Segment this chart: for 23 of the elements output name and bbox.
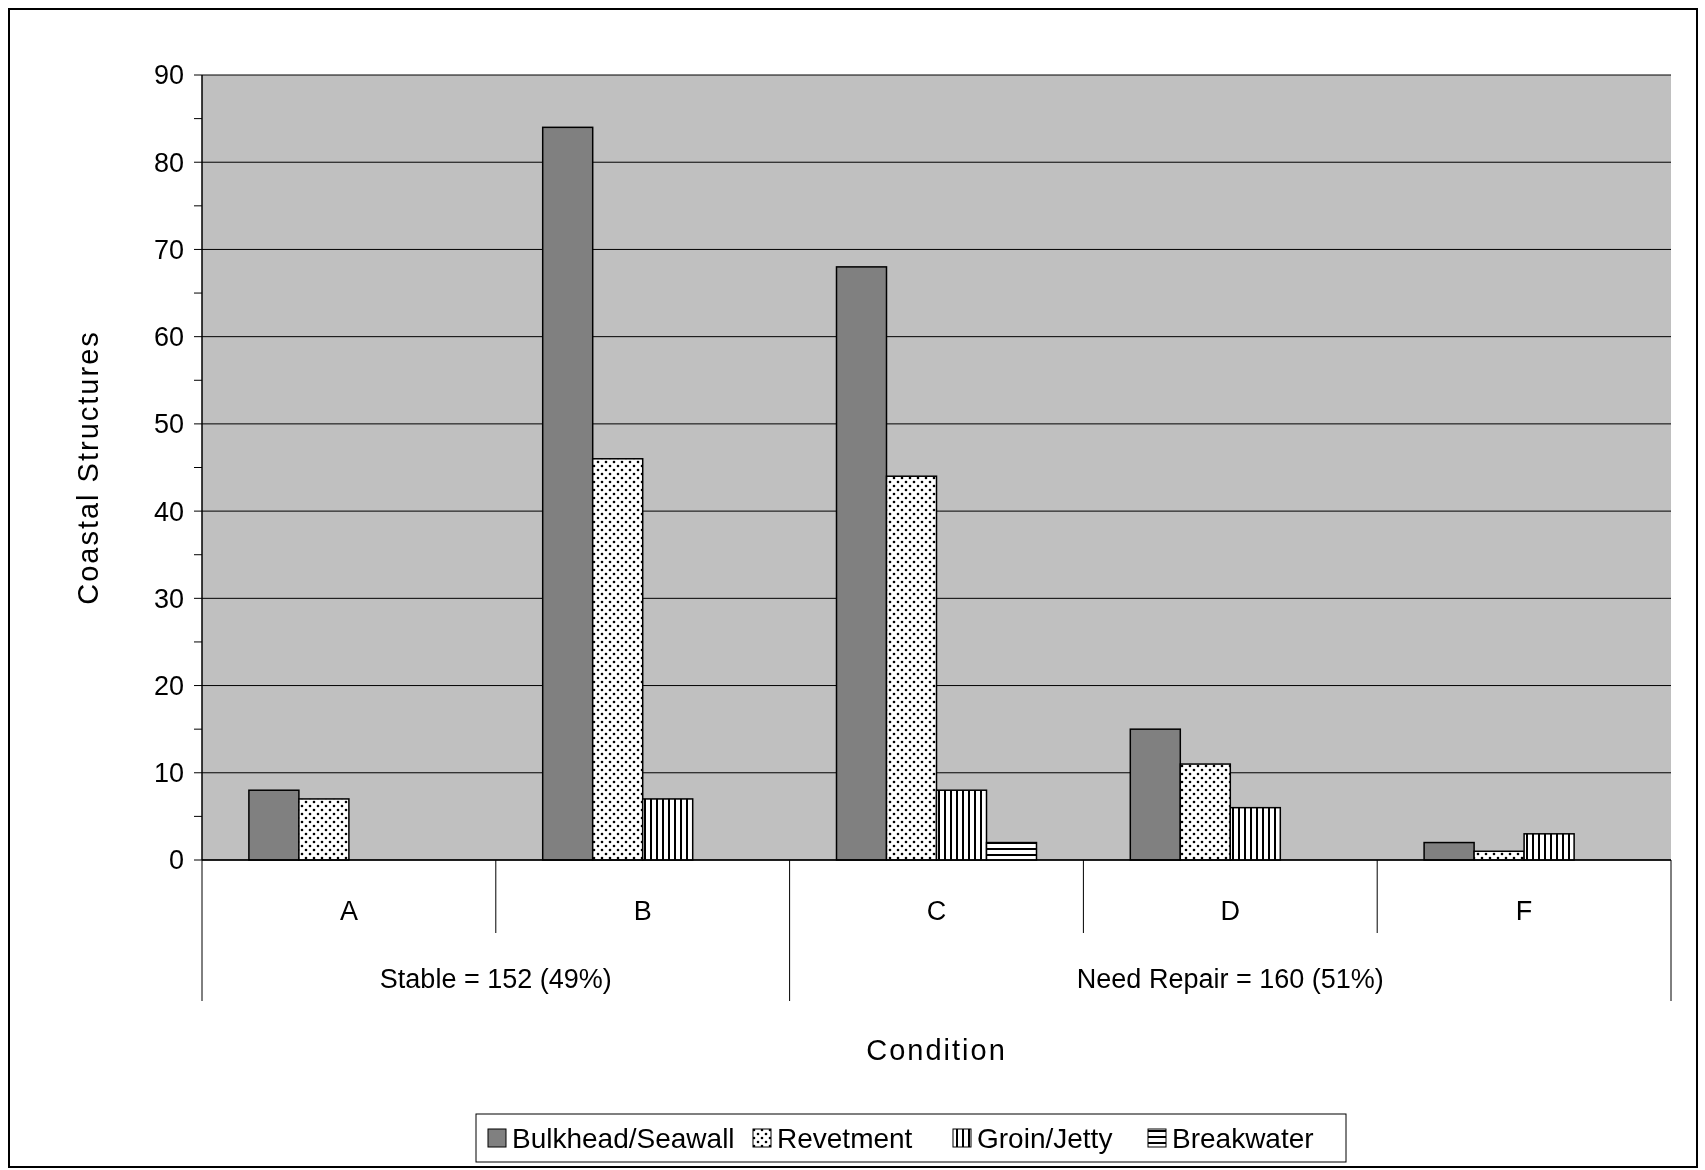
y-tick-label: 60 <box>153 322 184 353</box>
x-tick-label: A <box>339 896 358 926</box>
y-tick-label: 10 <box>153 758 184 789</box>
y-tick-label: 0 <box>168 845 184 876</box>
text: Need Repair = 160 (51%) <box>1076 964 1384 994</box>
y-tick-label: 20 <box>153 671 184 702</box>
x-axis-title: Condition <box>866 1034 1007 1066</box>
y-tick-label: 30 <box>153 583 184 614</box>
y-axis-title: Coastal Structures <box>72 330 104 605</box>
y-tick-label: 50 <box>153 409 184 440</box>
legend-label: Breakwater <box>1172 1122 1314 1154</box>
legend-label: Groin/Jetty <box>977 1122 1113 1154</box>
x-tick-label: F <box>1515 896 1533 926</box>
y-tick-label: 90 <box>153 60 184 91</box>
y-tick-label: 40 <box>153 496 184 527</box>
y-tick-label: 80 <box>153 147 184 178</box>
legend-label: Bulkhead/Seawall <box>512 1122 735 1154</box>
y-tick-label: 70 <box>153 234 184 265</box>
text: Stable = 152 (49%) <box>379 964 612 994</box>
x-tick-label: D <box>1220 896 1241 926</box>
legend-label: Revetment <box>777 1122 913 1154</box>
x-tick-label: B <box>633 896 652 926</box>
x-tick-label: C <box>926 896 947 926</box>
